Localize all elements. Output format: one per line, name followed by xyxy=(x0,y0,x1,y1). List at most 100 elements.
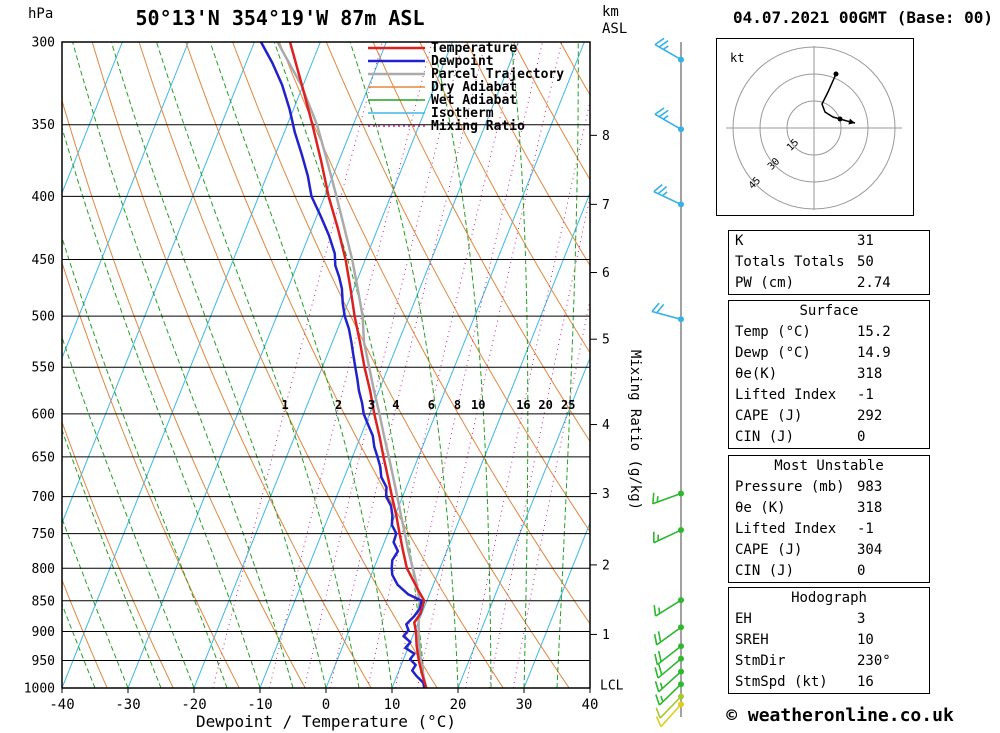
wind-barb-half-feather xyxy=(658,607,661,614)
sounding-curves xyxy=(259,42,428,688)
table-row: StmDir 230° xyxy=(729,651,929,672)
table-row-label: Totals Totals xyxy=(735,254,845,270)
table-row-label: CAPE (J) xyxy=(735,542,803,558)
table-title: Hodograph xyxy=(791,590,867,606)
table-row-label: Temp (°C) xyxy=(735,324,811,340)
table-row-value: 15.2 xyxy=(857,324,891,340)
dry-adiabat-line xyxy=(278,42,590,625)
wind-barb-feather xyxy=(658,109,669,118)
temp-tick-label: 10 xyxy=(384,697,401,713)
isotherm-line xyxy=(523,521,590,688)
wet-adiabat-line xyxy=(62,517,129,688)
dry-adiabat-line xyxy=(325,42,590,533)
mixing-ratio-value-label: 1 xyxy=(281,398,288,412)
run-date-title: 04.07.2021 00GMT (Base: 00) xyxy=(732,8,994,27)
dry-adiabat-line xyxy=(232,42,570,688)
hodograph-table: Hodograph EH 3 SREH 10 StmDir 230° StmSpd (kt) 1… xyxy=(728,587,930,694)
copyright: © weatheronline.co.uk xyxy=(726,705,954,726)
km-tick-label: 7 xyxy=(602,198,610,213)
wind-barb-feather xyxy=(653,633,658,646)
dry-adiabat-line xyxy=(654,42,716,688)
table-row-label: K xyxy=(735,233,744,249)
wind-barb-feather xyxy=(651,302,660,313)
legend-label: Isotherm xyxy=(431,106,494,121)
mixing-axis-label: Mixing Ratio (g/kg) xyxy=(627,350,643,510)
table-row-value: 318 xyxy=(857,366,883,382)
storm-motion-arrowhead xyxy=(848,118,855,125)
x-axis-label: Dewpoint / Temperature (°C) xyxy=(196,712,456,731)
wet-adiabat-line xyxy=(432,42,492,688)
table-row: Totals Totals 50 xyxy=(729,252,929,273)
table-row-value: 318 xyxy=(857,500,883,516)
pressure-tick-label: 400 xyxy=(32,190,55,205)
temp-tick-label: 40 xyxy=(582,697,599,713)
km-tick-label: 3 xyxy=(602,487,610,502)
pressure-tick-label: 500 xyxy=(32,310,55,325)
km-tick-label: 2 xyxy=(602,558,610,573)
hodograph-trace xyxy=(821,73,848,122)
pressure-tick-label: 550 xyxy=(32,361,55,376)
hodograph-trace-dot xyxy=(837,116,843,122)
hodograph-ring xyxy=(759,73,869,183)
table-row-value: 230° xyxy=(857,653,891,669)
legend-label: Dewpoint xyxy=(431,54,494,69)
table-row-label: Lifted Index xyxy=(735,387,837,403)
mixing-ratio-value-label: 6 xyxy=(428,398,435,412)
temp-tick-label: 20 xyxy=(450,697,467,713)
table-row-label: StmDir xyxy=(735,653,786,669)
mixing-ratio-value-label: 3 xyxy=(368,398,375,412)
dry-adiabat-line xyxy=(138,42,438,688)
temp-tick-label: -20 xyxy=(181,697,206,713)
wind-barb-half-feather xyxy=(662,45,669,51)
isotherm-line xyxy=(62,42,189,360)
mixing-ratio-line xyxy=(329,42,486,688)
table-row: Lifted Index -1 xyxy=(729,519,929,540)
pressure-tick-label: 600 xyxy=(32,407,55,422)
mixing-ratio-line xyxy=(303,42,464,688)
table-row-value: 10 xyxy=(857,632,874,648)
isotherm-line xyxy=(127,42,387,688)
mixing-ratio-value-label: 25 xyxy=(561,398,575,412)
wind-barb-shaft xyxy=(651,310,682,321)
table-row: Lifted Index -1 xyxy=(729,385,929,406)
wind-barb-feather xyxy=(652,492,655,504)
most-unstable-table: Most Unstable Pressure (mb) 983 θe (K) 318 Li… xyxy=(728,455,930,583)
temperature-curve xyxy=(288,42,428,688)
wet-adiabat-line xyxy=(110,42,327,688)
dry-adiabat-line xyxy=(91,42,372,688)
table-row-label: Lifted Index xyxy=(735,521,837,537)
wind-barb-feather xyxy=(654,653,659,665)
wind-barb-feather xyxy=(658,40,669,48)
table-row: Dewp (°C) 14.9 xyxy=(729,343,929,364)
table-row-label: Pressure (mb) xyxy=(735,479,845,495)
wet-adiabat-line xyxy=(510,42,529,688)
pressure-axis-unit: hPa xyxy=(28,6,54,22)
table-row-label: CAPE (J) xyxy=(735,408,803,424)
pressure-tick-label: 800 xyxy=(32,562,55,577)
table-row-value: 2.74 xyxy=(857,275,891,291)
table-row-value: 292 xyxy=(857,408,883,424)
table-row: Pressure (mb) 983 xyxy=(729,477,929,498)
table-row-value: 50 xyxy=(857,254,874,270)
mixing-ratio-value-label: 4 xyxy=(392,398,399,412)
wind-barb-feather xyxy=(653,605,657,617)
dry-adiabat-line xyxy=(62,578,108,688)
pressure-tick-label: 700 xyxy=(32,490,55,505)
skewt-chart: 3003504004505005506006507007508008509009… xyxy=(24,36,716,731)
legend-label: Temperature xyxy=(431,41,517,56)
wind-barb-feather xyxy=(655,707,661,719)
temp-tick-label: -40 xyxy=(49,697,74,713)
dry-adiabat-line xyxy=(607,42,716,688)
table-row: CAPE (J) 304 xyxy=(729,540,929,561)
table-row: StmSpd (kt) 16 xyxy=(729,672,929,693)
table-title: Most Unstable xyxy=(774,458,884,474)
isotherm-line xyxy=(457,356,590,688)
temp-tick-label: -30 xyxy=(115,697,140,713)
wind-barb-feather xyxy=(654,680,660,692)
wind-barb-half-feather xyxy=(662,114,669,120)
pressure-tick-label: 350 xyxy=(32,118,55,133)
legend-label: Parcel Trajectory xyxy=(431,67,564,82)
wind-barb-shaft xyxy=(659,695,682,719)
